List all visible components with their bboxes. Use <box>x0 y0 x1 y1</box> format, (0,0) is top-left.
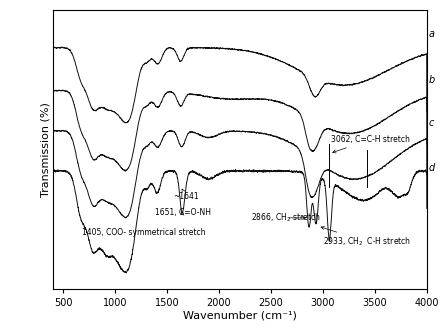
Text: 1651, C=O-NH: 1651, C=O-NH <box>154 208 211 217</box>
Text: 1405, COO- symmetrical stretch: 1405, COO- symmetrical stretch <box>82 228 205 237</box>
Y-axis label: Transmission (%): Transmission (%) <box>40 102 50 197</box>
Text: a: a <box>429 29 435 39</box>
Text: d: d <box>429 163 435 173</box>
Text: 3062, C=C-H stretch: 3062, C=C-H stretch <box>331 135 410 153</box>
Text: b: b <box>429 75 435 85</box>
Text: 2933, CH$_2$  C-H stretch: 2933, CH$_2$ C-H stretch <box>321 226 411 248</box>
Text: 2866, CH$_2$ stretch: 2866, CH$_2$ stretch <box>251 212 321 224</box>
Text: c: c <box>429 118 434 128</box>
Text: ~1641: ~1641 <box>173 189 199 201</box>
X-axis label: Wavenumber (cm⁻¹): Wavenumber (cm⁻¹) <box>183 311 297 321</box>
